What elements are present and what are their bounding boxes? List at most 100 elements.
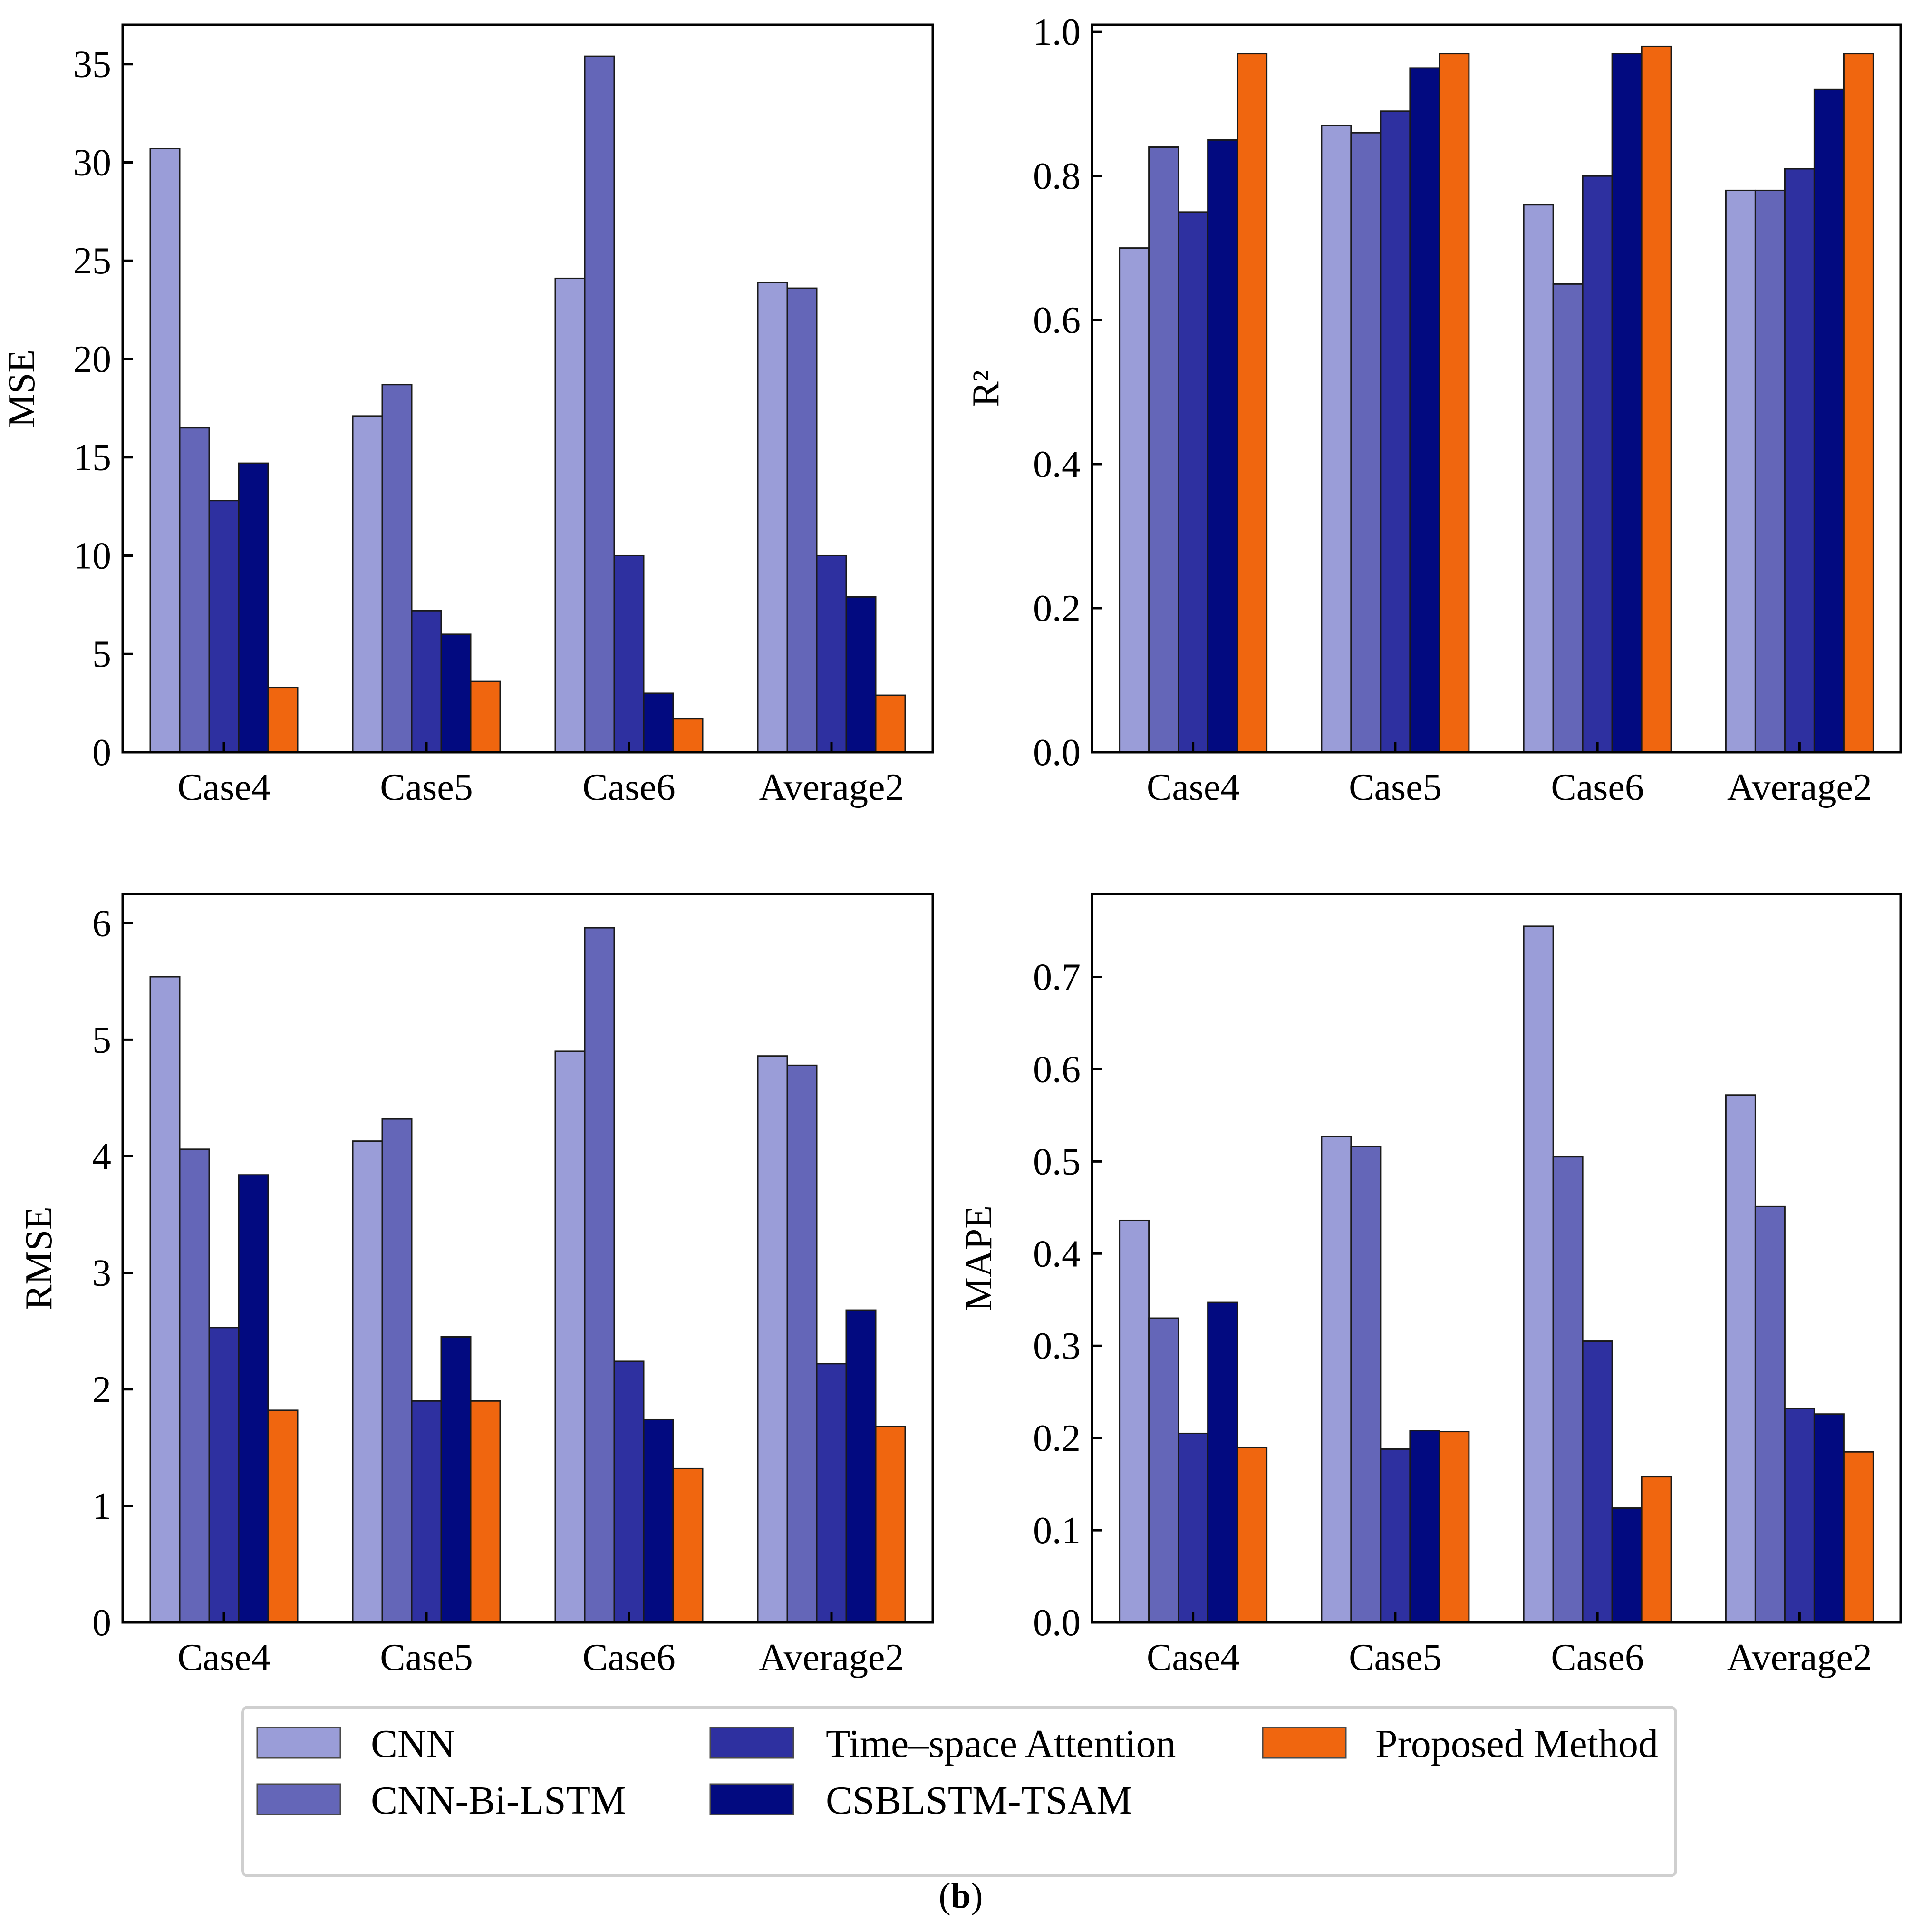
bar-cnn-bi-lstm-average2 [1754,1205,1786,1623]
bar-time-space-attention-case5 [1380,1448,1411,1623]
bar-time-space-attention-average2 [816,1363,847,1623]
y-axis-label: R² [965,370,1007,407]
y-tick-label: 0.7 [1033,957,1081,999]
legend-label-cnn: CNN [371,1722,455,1766]
y-tick-label: 0 [92,1602,111,1644]
y-tick-label: 20 [73,339,111,380]
bar-proposed-method-case4 [1237,1447,1268,1623]
figure-caption: (b) [939,1876,983,1916]
bar-time-space-attention-case6 [613,554,645,753]
y-tick-label: 0.0 [1033,732,1081,774]
bar-proposed-method-average2 [1843,53,1874,753]
legend-swatch-time-space-attention [709,1727,794,1759]
bar-cnn-case6 [554,1050,586,1623]
series-proposed-method [267,1400,906,1623]
bar-time-space-attention-average2 [1784,168,1815,753]
bar-cnn-case4 [1119,1219,1150,1623]
bar-csblstm-tsam-case5 [440,1336,472,1623]
bar-cnn-bi-lstm-case5 [1350,1146,1382,1623]
bar-cnn-bi-lstm-average2 [1754,189,1786,753]
legend-label-csblstm-tsam: CSBLSTM-TSAM [826,1778,1132,1823]
series-time-space-attention [208,500,847,753]
x-tick-label: Average2 [759,767,904,808]
axes-frame [121,893,934,1624]
y-tick-label: 1.0 [1033,11,1081,53]
series-csblstm-tsam [238,1174,877,1623]
bar-cnn-case4 [149,976,181,1623]
y-tick-label: 5 [92,1019,111,1061]
chart-rmse: 0 1 2 3 4 5 6 Case4 Case5 Case6 Average2 RMSE [18,893,934,1679]
bar-time-space-attention-case5 [1380,110,1411,753]
bar-csblstm-tsam-case6 [1611,53,1643,753]
x-tick-label: Average2 [1727,1637,1872,1679]
chart-mape: 0.0 0.1 0.2 0.3 0.4 0.5 0.6 0.7 Case4 Case5 Case6 A… [958,893,1902,1679]
bar-cnn-bi-lstm-average2 [786,287,818,753]
bar-cnn-case6 [1523,204,1554,753]
y-tick-label: 0 [92,732,111,774]
bar-csblstm-tsam-case4 [238,462,269,753]
legend-label-time-space-attention: Time–space Attention [826,1722,1176,1766]
series-time-space-attention [208,1327,847,1623]
bar-time-space-attention-case6 [1582,175,1613,753]
series-cnn-bi-lstm [179,55,818,753]
legend-item-cnn: CNN [256,1722,455,1766]
x-tick-label: Case4 [177,767,271,808]
bar-time-space-attention-case4 [1178,211,1209,753]
y-tick-label: 0.5 [1033,1141,1081,1183]
x-tick-label: Case4 [177,1637,271,1679]
caption-close-paren: ) [971,1876,983,1916]
y-tick-label: 0.1 [1033,1510,1081,1552]
bar-csblstm-tsam-case5 [440,633,472,753]
bar-csblstm-tsam-average2 [1813,88,1845,753]
bar-cnn-bi-lstm-case6 [584,927,615,1623]
legend: CNN CNN-Bi-LSTM Time–space Attention CSB… [241,1706,1677,1877]
bar-cnn-bi-lstm-case6 [584,55,615,753]
bar-proposed-method-case6 [1641,1476,1672,1623]
x-tick-label: Average2 [759,1637,904,1679]
series-cnn [149,148,788,753]
bar-time-space-attention-case4 [1178,1432,1209,1623]
bar-proposed-method-case5 [1439,1431,1470,1623]
x-tick-label: Case4 [1147,1637,1240,1679]
y-axis-label: RMSE [18,1206,60,1310]
y-tick-label: 35 [73,44,111,86]
bar-cnn-bi-lstm-case6 [1552,283,1584,753]
caption-letter: b [951,1876,971,1916]
legend-item-time-space-attention: Time–space Attention [709,1722,1176,1766]
bar-proposed-method-case6 [672,1467,704,1623]
bar-csblstm-tsam-case6 [1611,1507,1643,1623]
legend-swatch-cnn [256,1727,341,1759]
series-cnn [149,976,788,1623]
x-tick-label: Case6 [1551,1637,1644,1679]
bar-cnn-bi-lstm-case4 [1148,146,1179,753]
bar-csblstm-tsam-case4 [238,1174,269,1623]
bar-csblstm-tsam-case6 [643,1418,674,1623]
chart-mse: 0 5 10 15 20 25 30 35 Case4 Case5 Case6 Average2 MSE [1,23,934,808]
y-tick-label: 5 [92,633,111,675]
bar-proposed-method-case5 [1439,53,1470,753]
bar-cnn-bi-lstm-case5 [381,1118,413,1623]
bar-csblstm-tsam-case4 [1207,139,1238,753]
bar-cnn-case6 [1523,925,1554,1623]
bar-proposed-method-case4 [267,1409,299,1623]
bar-cnn-bi-lstm-case4 [1148,1317,1179,1623]
bar-csblstm-tsam-case4 [1207,1301,1238,1623]
bar-cnn-bi-lstm-case4 [179,427,210,753]
legend-swatch-proposed-method [1262,1727,1347,1759]
bar-cnn-bi-lstm-case5 [1350,132,1382,753]
bar-cnn-case4 [149,148,181,753]
bar-cnn-case5 [1321,125,1352,753]
bar-csblstm-tsam-case5 [1409,67,1440,753]
bar-time-space-attention-case4 [208,1327,240,1623]
bar-cnn-bi-lstm-average2 [786,1064,818,1623]
x-tick-label: Case6 [582,767,676,808]
y-tick-label: 2 [92,1369,111,1411]
bar-csblstm-tsam-case6 [643,692,674,753]
axes-frame [1091,893,1902,1624]
bar-cnn-average2 [1725,189,1756,753]
y-tick-label: 0.6 [1033,1049,1081,1090]
legend-item-proposed-method: Proposed Method [1262,1722,1658,1766]
bar-cnn-case6 [554,277,586,753]
